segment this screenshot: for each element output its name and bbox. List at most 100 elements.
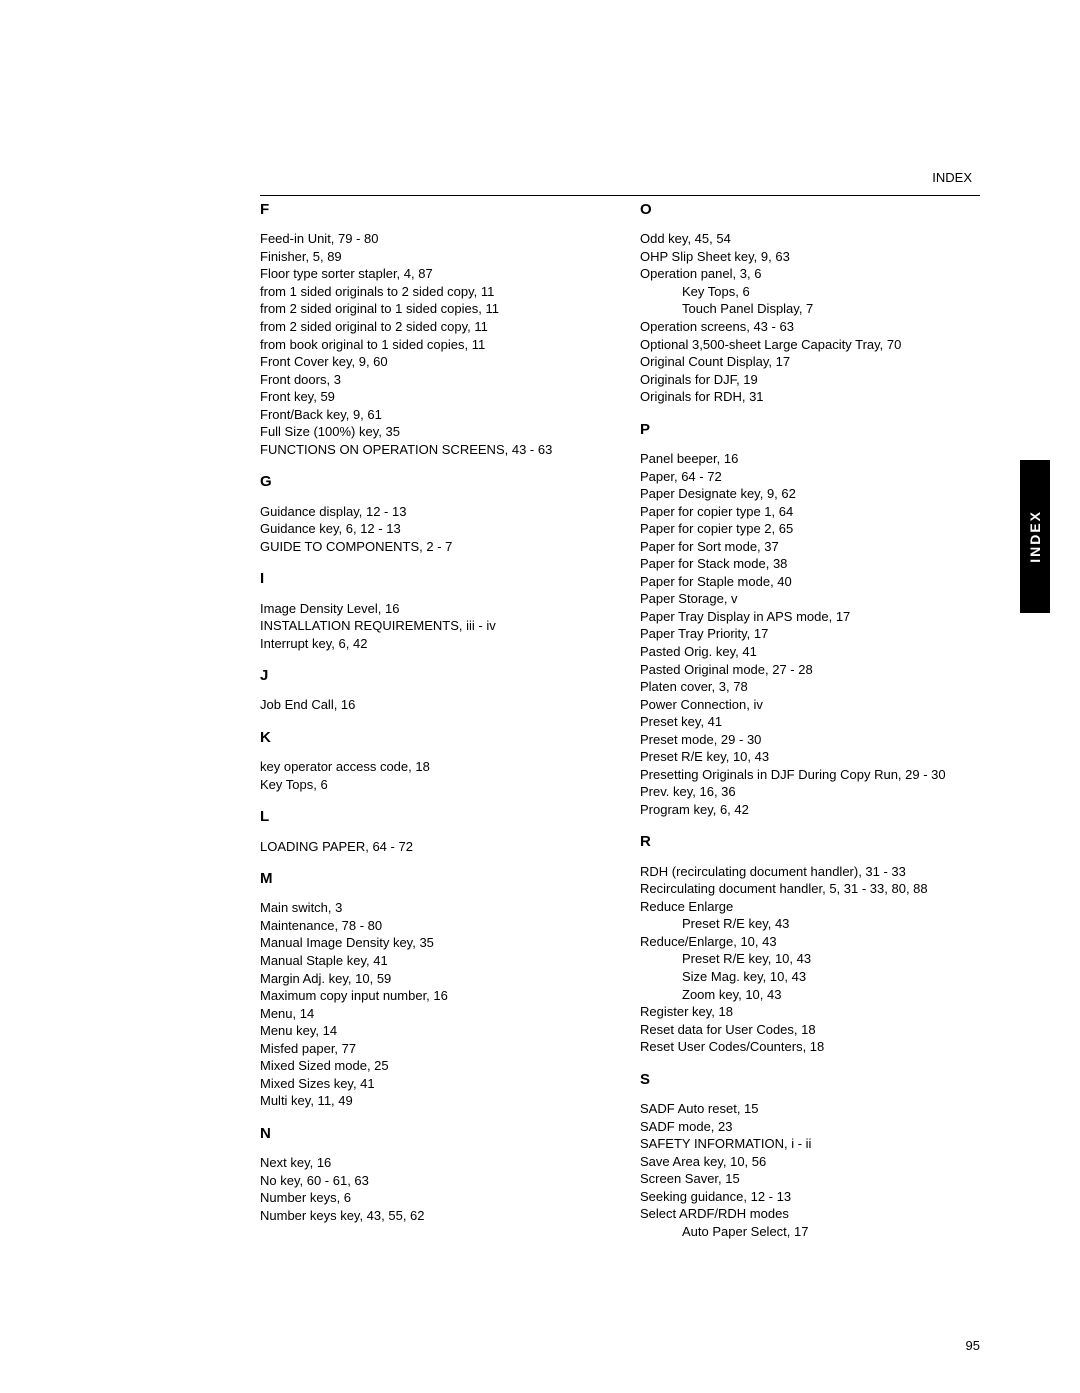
index-entry: Paper for Stack mode, 38 <box>640 555 980 573</box>
index-entry: Number keys, 6 <box>260 1189 600 1207</box>
index-entry: Optional 3,500-sheet Large Capacity Tray… <box>640 336 980 354</box>
section-J: J <box>260 666 600 686</box>
index-entry: Size Mag. key, 10, 43 <box>640 968 980 986</box>
index-entry: SADF mode, 23 <box>640 1118 980 1136</box>
index-entry: Paper, 64 - 72 <box>640 468 980 486</box>
index-entry: Paper for copier type 1, 64 <box>640 503 980 521</box>
index-entry: Front/Back key, 9, 61 <box>260 406 600 424</box>
index-entry: Mixed Sized mode, 25 <box>260 1057 600 1075</box>
index-entry: Auto Paper Select, 17 <box>640 1223 980 1241</box>
section-O: O <box>640 200 980 220</box>
index-entry: Pasted Original mode, 27 - 28 <box>640 661 980 679</box>
header-rule <box>260 195 980 196</box>
index-tab-label: INDEX <box>1027 510 1043 563</box>
index-entry: Reduce/Enlarge, 10, 43 <box>640 933 980 951</box>
index-entry: RDH (recirculating document handler), 31… <box>640 863 980 881</box>
section-M: M <box>260 869 600 889</box>
index-entry: No key, 60 - 61, 63 <box>260 1172 600 1190</box>
index-entry: Menu key, 14 <box>260 1022 600 1040</box>
index-entry: Seeking guidance, 12 - 13 <box>640 1188 980 1206</box>
index-entry: Program key, 6, 42 <box>640 801 980 819</box>
section-P: P <box>640 420 980 440</box>
index-entry: Pasted Orig. key, 41 <box>640 643 980 661</box>
index-entry: from 2 sided original to 1 sided copies,… <box>260 300 600 318</box>
index-entry: Front key, 59 <box>260 388 600 406</box>
header-label: INDEX <box>260 170 980 185</box>
section-F: F <box>260 200 600 220</box>
index-entry: SADF Auto reset, 15 <box>640 1100 980 1118</box>
index-entry: Key Tops, 6 <box>640 283 980 301</box>
index-entry: Select ARDF/RDH modes <box>640 1205 980 1223</box>
index-entry: OHP Slip Sheet key, 9, 63 <box>640 248 980 266</box>
index-entry: Register key, 18 <box>640 1003 980 1021</box>
index-entry: Mixed Sizes key, 41 <box>260 1075 600 1093</box>
index-entry: Full Size (100%) key, 35 <box>260 423 600 441</box>
index-entry: Paper Storage, v <box>640 590 980 608</box>
section-N: N <box>260 1124 600 1144</box>
index-entry: Originals for RDH, 31 <box>640 388 980 406</box>
index-entry: Originals for DJF, 19 <box>640 371 980 389</box>
index-entry: Platen cover, 3, 78 <box>640 678 980 696</box>
index-entry: Preset mode, 29 - 30 <box>640 731 980 749</box>
index-entry: Original Count Display, 17 <box>640 353 980 371</box>
index-entry: from book original to 1 sided copies, 11 <box>260 336 600 354</box>
index-entry: Key Tops, 6 <box>260 776 600 794</box>
section-I: I <box>260 569 600 589</box>
index-entry: SAFETY INFORMATION, i - ii <box>640 1135 980 1153</box>
index-entry: Feed-in Unit, 79 - 80 <box>260 230 600 248</box>
index-entry: Front Cover key, 9, 60 <box>260 353 600 371</box>
index-entry: Floor type sorter stapler, 4, 87 <box>260 265 600 283</box>
index-entry: Reset data for User Codes, 18 <box>640 1021 980 1039</box>
index-entry: Paper Designate key, 9, 62 <box>640 485 980 503</box>
index-entry: Image Density Level, 16 <box>260 600 600 618</box>
index-entry: Preset R/E key, 10, 43 <box>640 950 980 968</box>
index-entry: Recirculating document handler, 5, 31 - … <box>640 880 980 898</box>
index-entry: from 1 sided originals to 2 sided copy, … <box>260 283 600 301</box>
index-entry: INSTALLATION REQUIREMENTS, iii - iv <box>260 617 600 635</box>
index-entry: Multi key, 11, 49 <box>260 1092 600 1110</box>
index-entry: Reduce Enlarge <box>640 898 980 916</box>
index-entry: Paper for Staple mode, 40 <box>640 573 980 591</box>
page-number: 95 <box>966 1338 980 1353</box>
index-entry: Preset key, 41 <box>640 713 980 731</box>
index-entry: Maximum copy input number, 16 <box>260 987 600 1005</box>
index-entry: Margin Adj. key, 10, 59 <box>260 970 600 988</box>
index-entry: Preset R/E key, 10, 43 <box>640 748 980 766</box>
index-entry: Panel beeper, 16 <box>640 450 980 468</box>
index-entry: Presetting Originals in DJF During Copy … <box>640 766 980 784</box>
index-entry: Prev. key, 16, 36 <box>640 783 980 801</box>
index-entry: Manual Image Density key, 35 <box>260 934 600 952</box>
index-entry: Paper for copier type 2, 65 <box>640 520 980 538</box>
index-entry: Interrupt key, 6, 42 <box>260 635 600 653</box>
index-entry: Paper for Sort mode, 37 <box>640 538 980 556</box>
index-tab: INDEX <box>1020 460 1050 613</box>
index-entry: GUIDE TO COMPONENTS, 2 - 7 <box>260 538 600 556</box>
index-entry: Screen Saver, 15 <box>640 1170 980 1188</box>
index-entry: Number keys key, 43, 55, 62 <box>260 1207 600 1225</box>
section-R: R <box>640 832 980 852</box>
section-L: L <box>260 807 600 827</box>
index-entry: Manual Staple key, 41 <box>260 952 600 970</box>
index-entry: Finisher, 5, 89 <box>260 248 600 266</box>
index-entry: Guidance display, 12 - 13 <box>260 503 600 521</box>
index-entry: Menu, 14 <box>260 1005 600 1023</box>
index-entry: from 2 sided original to 2 sided copy, 1… <box>260 318 600 336</box>
left-column: F Feed-in Unit, 79 - 80Finisher, 5, 89Fl… <box>260 200 600 1240</box>
index-entry: Preset R/E key, 43 <box>640 915 980 933</box>
index-entry: Reset User Codes/Counters, 18 <box>640 1038 980 1056</box>
section-S: S <box>640 1070 980 1090</box>
index-entry: Job End Call, 16 <box>260 696 600 714</box>
right-column: O Odd key, 45, 54OHP Slip Sheet key, 9, … <box>640 200 980 1240</box>
section-K: K <box>260 728 600 748</box>
index-entry: Front doors, 3 <box>260 371 600 389</box>
index-entry: Paper Tray Priority, 17 <box>640 625 980 643</box>
index-entry: Operation screens, 43 - 63 <box>640 318 980 336</box>
index-entry: Touch Panel Display, 7 <box>640 300 980 318</box>
section-G: G <box>260 472 600 492</box>
index-entry: Misfed paper, 77 <box>260 1040 600 1058</box>
index-entry: FUNCTIONS ON OPERATION SCREENS, 43 - 63 <box>260 441 600 459</box>
index-entry: LOADING PAPER, 64 - 72 <box>260 838 600 856</box>
index-entry: Save Area key, 10, 56 <box>640 1153 980 1171</box>
index-entry: Power Connection, iv <box>640 696 980 714</box>
index-entry: Operation panel, 3, 6 <box>640 265 980 283</box>
